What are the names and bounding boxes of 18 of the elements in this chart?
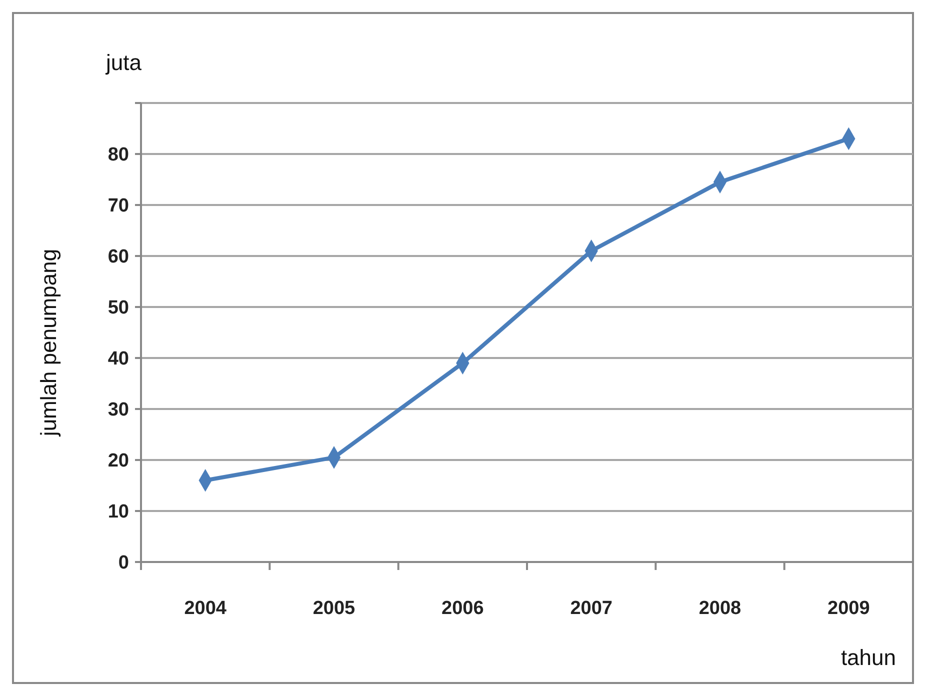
- y-tick-label: 0: [118, 552, 129, 574]
- x-tick-label: 2007: [570, 598, 612, 619]
- y-tick-label: 20: [108, 450, 129, 472]
- y-axis-title: jumlah penumpang: [36, 248, 61, 438]
- x-tick-label: 2004: [184, 598, 227, 619]
- x-tick-label: 2006: [442, 598, 484, 619]
- y-tick-label: 30: [108, 400, 129, 421]
- y-tick-label: 50: [108, 298, 129, 319]
- x-tick-label: 2009: [828, 598, 870, 619]
- y-tick-label: 10: [108, 502, 129, 523]
- y-tick-label: 70: [108, 196, 129, 217]
- y-tick-label: 40: [108, 348, 129, 370]
- x-axis-title: tahun: [840, 645, 896, 670]
- x-tick-label: 2005: [312, 598, 356, 619]
- text: juta: [105, 50, 142, 75]
- x-tick-label: 2008: [698, 598, 742, 619]
- y-tick-label: 60: [108, 246, 129, 268]
- y-tick-label: 80: [108, 144, 129, 166]
